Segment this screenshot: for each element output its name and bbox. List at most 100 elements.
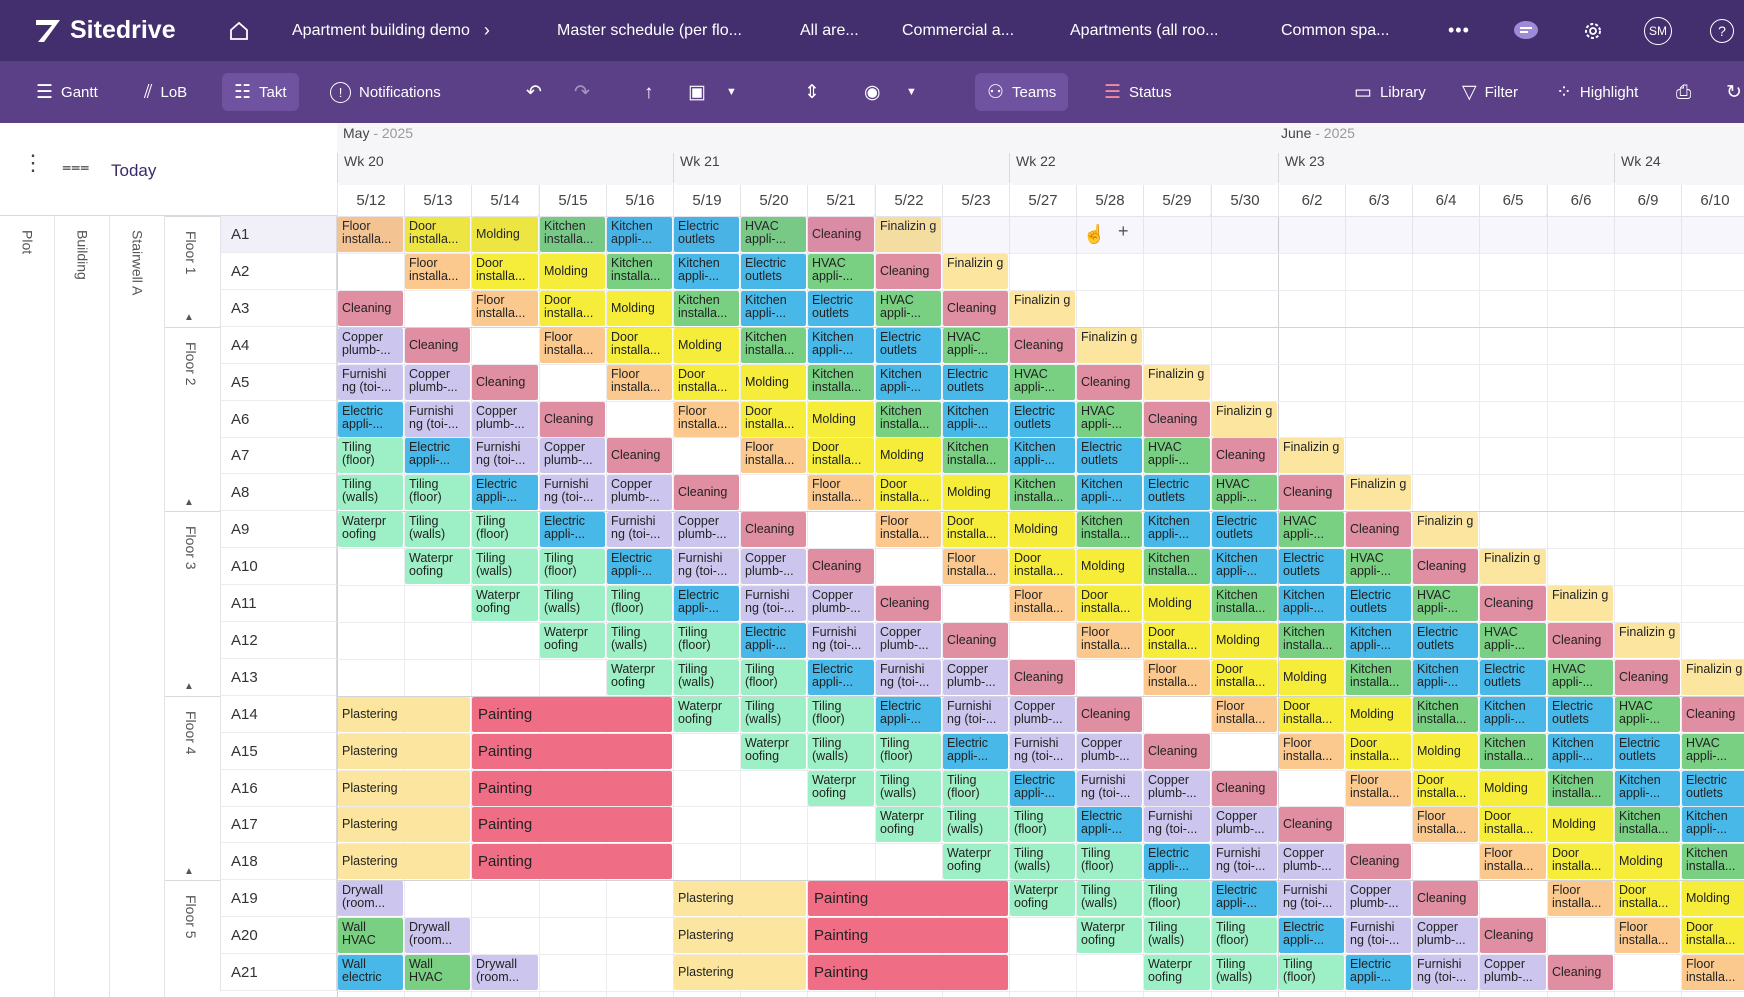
task-cell[interactable]: Waterpr oofing (876, 807, 941, 842)
task-cell[interactable]: Cleaning (1548, 623, 1613, 658)
task-cell[interactable]: Cleaning (607, 438, 672, 473)
row-label-a5[interactable]: A5 (221, 364, 337, 401)
task-cell[interactable]: Door installa... (607, 328, 672, 363)
task-cell[interactable]: Door installa... (1413, 771, 1478, 806)
task-cell[interactable]: Door installa... (943, 512, 1008, 547)
task-cell[interactable]: Finalizin g (1279, 438, 1344, 473)
task-cell[interactable]: Tiling (walls) (338, 475, 403, 510)
task-cell[interactable]: Finalizin g (1615, 623, 1680, 658)
task-cell[interactable]: Furnishi ng (toi-... (876, 660, 941, 695)
task-cell[interactable]: Painting (808, 918, 1008, 953)
task-cell[interactable]: Electric outlets (1010, 402, 1075, 437)
task-cell[interactable]: Tiling (floor) (674, 623, 739, 658)
task-cell[interactable]: Door installa... (1615, 881, 1680, 916)
task-cell[interactable]: Kitchen appli-... (607, 217, 672, 252)
task-cell[interactable]: Tiling (floor) (338, 438, 403, 473)
task-cell[interactable]: Tiling (walls) (472, 549, 538, 584)
task-cell[interactable]: Cleaning (540, 402, 605, 437)
task-cell[interactable]: Kitchen appli-... (1413, 660, 1478, 695)
task-cell[interactable]: Furnishi ng (toi-... (1346, 918, 1411, 953)
task-cell[interactable]: Kitchen appli-... (1279, 586, 1344, 621)
task-cell[interactable]: Floor installa... (943, 549, 1008, 584)
task-cell[interactable]: Electric outlets (741, 254, 806, 289)
task-cell[interactable]: Kitchen appli-... (1682, 807, 1744, 842)
task-cell[interactable]: Tiling (floor) (540, 549, 605, 584)
task-cell[interactable]: Molding (674, 328, 739, 363)
task-cell[interactable]: Finalizin g (1077, 328, 1142, 363)
row-label-a13[interactable]: A13 (221, 659, 337, 696)
task-cell[interactable]: Cleaning (876, 254, 941, 289)
collapse-caret-icon[interactable]: ▲ (184, 497, 194, 508)
task-cell[interactable]: Cleaning (1480, 586, 1546, 621)
task-cell[interactable]: Molding (1682, 881, 1744, 916)
task-cell[interactable]: Copper plumb-... (540, 438, 605, 473)
floor-group-2[interactable]: Floor 2 ▲ (165, 327, 221, 512)
task-cell[interactable]: Kitchen appli-... (1480, 697, 1546, 732)
task-cell[interactable]: Kitchen installa... (1212, 586, 1277, 621)
task-cell[interactable]: Kitchen installa... (1682, 844, 1744, 879)
task-cell[interactable]: Painting (472, 697, 672, 732)
task-cell[interactable]: Door installa... (741, 402, 806, 437)
task-cell[interactable]: Door installa... (674, 365, 739, 400)
task-cell[interactable]: Copper plumb-... (338, 328, 403, 363)
task-cell[interactable]: Floor installa... (1413, 807, 1478, 842)
breadcrumb-project[interactable]: Apartment building demo (292, 21, 470, 39)
task-cell[interactable]: Tiling (walls) (741, 697, 806, 732)
task-cell[interactable]: HVAC appli-... (1480, 623, 1546, 658)
task-cell[interactable]: Kitchen installa... (1279, 623, 1344, 658)
task-cell[interactable]: Electric appli-... (1279, 918, 1344, 953)
task-cell[interactable]: Painting (472, 734, 672, 769)
task-cell[interactable]: Furnishi ng (toi-... (741, 586, 806, 621)
task-cell[interactable]: Molding (1480, 771, 1546, 806)
task-cell[interactable]: Copper plumb-... (1413, 918, 1478, 953)
task-cell[interactable]: Waterpr oofing (943, 844, 1008, 879)
task-cell[interactable]: Electric outlets (1212, 512, 1277, 547)
task-cell[interactable]: Furnishi ng (toi-... (1279, 881, 1344, 916)
task-cell[interactable]: Kitchen appli-... (1548, 734, 1613, 769)
task-cell[interactable]: Floor installa... (338, 217, 403, 252)
task-cell[interactable]: Tiling (floor) (1144, 881, 1210, 916)
task-cell[interactable]: Copper plumb-... (808, 586, 874, 621)
task-cell[interactable]: Kitchen installa... (1548, 771, 1613, 806)
task-cell[interactable]: Cleaning (1279, 475, 1344, 510)
task-cell[interactable]: Tiling (floor) (1010, 807, 1075, 842)
task-cell[interactable]: HVAC appli-... (808, 254, 874, 289)
task-cell[interactable]: Cleaning (1212, 438, 1277, 473)
task-cell[interactable]: Floor installa... (1077, 623, 1142, 658)
task-cell[interactable]: Electric appli-... (338, 402, 403, 437)
task-cell[interactable]: Molding (1548, 807, 1613, 842)
task-cell[interactable]: Cleaning (808, 549, 874, 584)
task-cell[interactable]: Electric outlets (1682, 771, 1744, 806)
task-cell[interactable]: Door installa... (472, 254, 538, 289)
task-cell[interactable]: Furnishi ng (toi-... (405, 402, 470, 437)
collapse-caret-icon[interactable]: ▲ (184, 681, 194, 692)
task-cell[interactable]: Cleaning (472, 365, 538, 400)
floor-group-4[interactable]: Floor 4 ▲ (165, 696, 221, 881)
row-label-a19[interactable]: A19 (221, 880, 337, 917)
row-label-a8[interactable]: A8 (221, 474, 337, 511)
task-cell[interactable]: Door installa... (1010, 549, 1075, 584)
task-cell[interactable]: Electric appli-... (808, 660, 874, 695)
task-cell[interactable]: Floor installa... (1615, 918, 1680, 953)
task-cell[interactable]: Copper plumb-... (943, 660, 1008, 695)
task-cell[interactable]: Kitchen installa... (1480, 734, 1546, 769)
row-label-a20[interactable]: A20 (221, 917, 337, 954)
task-cell[interactable]: Painting (808, 881, 1008, 916)
task-cell[interactable]: Furnishi ng (toi-... (472, 438, 538, 473)
task-cell[interactable]: Copper plumb-... (405, 365, 470, 400)
task-cell[interactable]: Door installa... (1548, 844, 1613, 879)
filter-button[interactable]: ▽ Filter (1462, 61, 1518, 123)
task-cell[interactable]: Electric appli-... (741, 623, 806, 658)
task-cell[interactable]: Plastering (338, 771, 470, 806)
task-cell[interactable]: Electric outlets (1077, 438, 1142, 473)
task-cell[interactable]: Electric appli-... (1144, 844, 1210, 879)
task-cell[interactable]: Plastering (674, 918, 806, 953)
task-cell[interactable]: Copper plumb-... (607, 475, 672, 510)
row-label-a17[interactable]: A17 (221, 806, 337, 843)
task-cell[interactable]: Plastering (338, 807, 470, 842)
task-cell[interactable]: Kitchen installa... (1010, 475, 1075, 510)
library-button[interactable]: ▭ Library (1354, 61, 1426, 123)
task-cell[interactable]: Kitchen installa... (808, 365, 874, 400)
teams-button[interactable]: ⚇ Teams (975, 73, 1069, 111)
task-cell[interactable]: Furnishi ng (toi-... (674, 549, 739, 584)
